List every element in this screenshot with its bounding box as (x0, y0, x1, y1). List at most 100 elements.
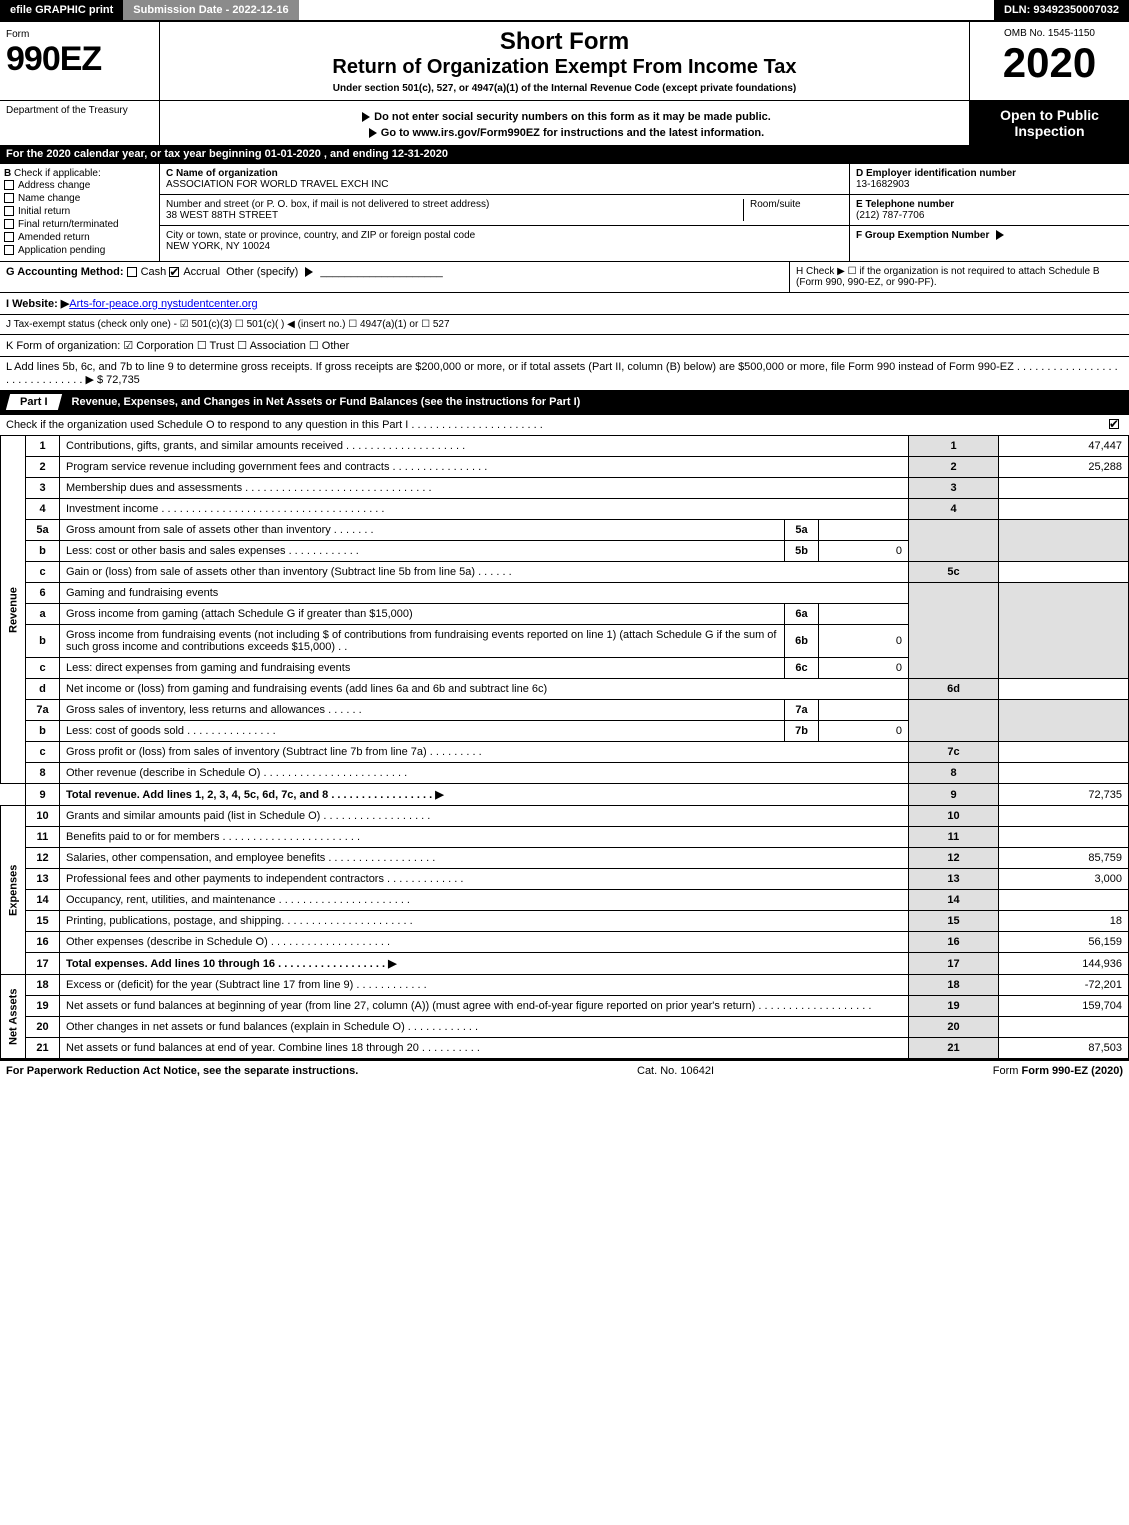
final-return-checkbox[interactable]: Final return/terminated (4, 218, 155, 231)
accrual-checkbox[interactable] (169, 267, 179, 277)
telephone: (212) 787-7706 (856, 210, 924, 221)
line-j: J Tax-exempt status (check only one) - ☑… (0, 314, 1129, 334)
line-5a-text: Gross amount from sale of assets other t… (60, 520, 785, 541)
line-12-text: Salaries, other compensation, and employ… (60, 848, 909, 869)
initial-return-checkbox[interactable]: Initial return (4, 205, 155, 218)
form-label: Form (6, 29, 29, 40)
line-6c-text: Less: direct expenses from gaming and fu… (60, 658, 785, 679)
line-l: L Add lines 5b, 6c, and 7b to line 9 to … (0, 356, 1129, 390)
form-header: Form 990EZ Short Form Return of Organiza… (0, 21, 1129, 100)
line-8-text: Other revenue (describe in Schedule O) .… (60, 763, 909, 784)
column-d: D Employer identification number 13-1682… (849, 164, 1129, 261)
application-pending-checkbox[interactable]: Application pending (4, 244, 155, 257)
line-7c-amount (999, 742, 1129, 763)
line-2-amount: 25,288 (999, 457, 1129, 478)
line-6d-text: Net income or (loss) from gaming and fun… (60, 679, 909, 700)
line-11-amount (999, 827, 1129, 848)
tel-label: E Telephone number (856, 199, 954, 210)
omb-number: OMB No. 1545-1150 (976, 28, 1123, 39)
revenue-section-label: Revenue (1, 436, 26, 784)
line-5b-text: Less: cost or other basis and sales expe… (60, 541, 785, 562)
org-name: ASSOCIATION FOR WORLD TRAVEL EXCH INC (166, 179, 388, 190)
dept-label: Department of the Treasury (6, 105, 128, 116)
check-if-applicable: Check if applicable: (14, 168, 101, 179)
line-5c-text: Gain or (loss) from sale of assets other… (60, 562, 909, 583)
line-5c-amount (999, 562, 1129, 583)
line-14-text: Occupancy, rent, utilities, and maintena… (60, 890, 909, 911)
line-5a-inner-amount (819, 520, 909, 541)
part1-header: Part I Revenue, Expenses, and Changes in… (0, 390, 1129, 414)
line-6a-text: Gross income from gaming (attach Schedul… (60, 604, 785, 625)
tax-year: 2020 (976, 39, 1123, 87)
street-address: 38 WEST 88TH STREET (166, 210, 278, 221)
line-10-text: Grants and similar amounts paid (list in… (60, 806, 909, 827)
triangle-icon (305, 267, 313, 277)
line-21-text: Net assets or fund balances at end of ye… (60, 1038, 909, 1059)
name-change-checkbox[interactable]: Name change (4, 192, 155, 205)
gross-receipts: $ 72,735 (97, 374, 140, 386)
line-11-text: Benefits paid to or for members . . . . … (60, 827, 909, 848)
line-10-amount (999, 806, 1129, 827)
triangle-icon (996, 230, 1004, 240)
short-form-title: Short Form (166, 28, 963, 56)
form-version: Form Form 990-EZ (2020) (993, 1065, 1123, 1077)
line-18-amount: -72,201 (999, 975, 1129, 996)
line-9-text: Total revenue. Add lines 1, 2, 3, 4, 5c,… (60, 784, 909, 806)
triangle-icon (369, 128, 377, 138)
column-b: B Check if applicable: Address change Na… (0, 164, 160, 261)
line-6a-inner-amount (819, 604, 909, 625)
cat-no: Cat. No. 10642I (637, 1065, 714, 1077)
line-6b-text: Gross income from fundraising events (no… (60, 625, 785, 658)
form-number: 990EZ (6, 40, 101, 78)
ein-label: D Employer identification number (856, 168, 1016, 179)
line-18-text: Excess or (deficit) for the year (Subtra… (60, 975, 909, 996)
address-change-checkbox[interactable]: Address change (4, 179, 155, 192)
ein-value: 13-1682903 (856, 179, 909, 190)
paperwork-notice: For Paperwork Reduction Act Notice, see … (6, 1065, 358, 1077)
expenses-section-label: Expenses (1, 806, 26, 975)
group-exemption-label: F Group Exemption Number (856, 230, 989, 241)
line-g: G Accounting Method: Cash Accrual Other … (0, 262, 789, 292)
line-20-text: Other changes in net assets or fund bala… (60, 1017, 909, 1038)
line-2-text: Program service revenue including govern… (60, 457, 909, 478)
part1-schedule-o-check: Check if the organization used Schedule … (0, 414, 1129, 435)
triangle-icon (362, 112, 370, 122)
line-6c-inner-amount: 0 (819, 658, 909, 679)
netassets-section-label: Net Assets (1, 975, 26, 1059)
line-15-amount: 18 (999, 911, 1129, 932)
submission-date-label: Submission Date - 2022-12-16 (123, 0, 298, 20)
line-13-amount: 3,000 (999, 869, 1129, 890)
line-15-text: Printing, publications, postage, and shi… (60, 911, 909, 932)
line-6d-amount (999, 679, 1129, 700)
line-7a-text: Gross sales of inventory, less returns a… (60, 700, 785, 721)
column-c: C Name of organization ASSOCIATION FOR W… (160, 164, 849, 261)
line-5b-inner-amount: 0 (819, 541, 909, 562)
line-16-text: Other expenses (describe in Schedule O) … (60, 932, 909, 953)
schedule-o-checkbox[interactable] (1109, 419, 1119, 429)
room-suite-label: Room/suite (743, 199, 843, 221)
line-21-amount: 87,503 (999, 1038, 1129, 1059)
page-footer: For Paperwork Reduction Act Notice, see … (0, 1059, 1129, 1081)
website-link[interactable]: Arts-for-peace.org nystudentcenter.org (69, 298, 257, 310)
open-to-public: Open to Public Inspection (969, 101, 1129, 145)
c-name-label: C Name of organization (166, 168, 278, 179)
line-6b-inner-amount: 0 (819, 625, 909, 658)
amended-return-checkbox[interactable]: Amended return (4, 231, 155, 244)
efile-topbar: efile GRAPHIC print Submission Date - 20… (0, 0, 1129, 21)
line-h: H Check ▶ ☐ if the organization is not r… (789, 262, 1129, 292)
line-8-amount (999, 763, 1129, 784)
line-k: K Form of organization: ☑ Corporation ☐ … (0, 334, 1129, 356)
line-12-amount: 85,759 (999, 848, 1129, 869)
cash-checkbox[interactable] (127, 267, 137, 277)
part1-table: Revenue 1 Contributions, gifts, grants, … (0, 435, 1129, 1059)
line-19-text: Net assets or fund balances at beginning… (60, 996, 909, 1017)
line-13-text: Professional fees and other payments to … (60, 869, 909, 890)
line-4-text: Investment income . . . . . . . . . . . … (60, 499, 909, 520)
line-4-amount (999, 499, 1129, 520)
line-6-text: Gaming and fundraising events (60, 583, 909, 604)
line-9-amount: 72,735 (999, 784, 1129, 806)
line-7a-inner-amount (819, 700, 909, 721)
efile-print-label[interactable]: efile GRAPHIC print (0, 0, 123, 20)
line-3-text: Membership dues and assessments . . . . … (60, 478, 909, 499)
line-20-amount (999, 1017, 1129, 1038)
